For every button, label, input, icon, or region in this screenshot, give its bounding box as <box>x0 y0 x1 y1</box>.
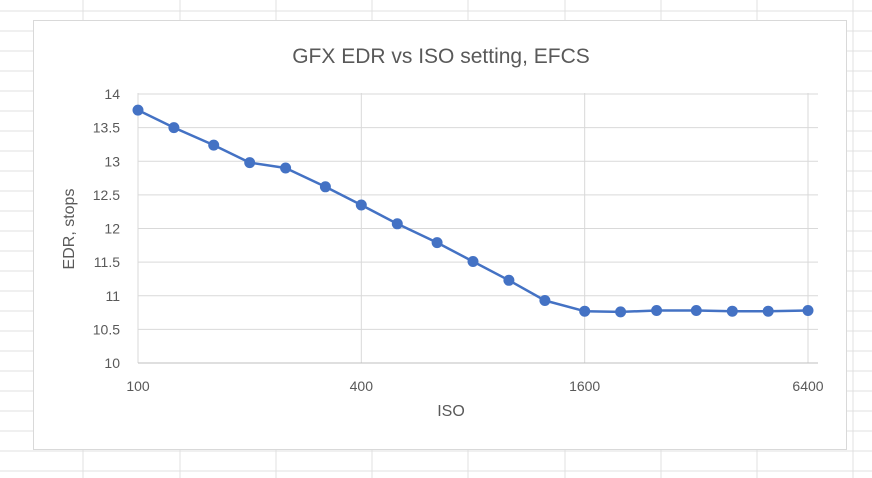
data-point[interactable] <box>168 122 180 134</box>
y-tick-label: 14 <box>104 86 120 102</box>
x-tick-label: 1600 <box>569 378 600 394</box>
data-point[interactable] <box>651 305 663 316</box>
data-point[interactable] <box>391 218 403 230</box>
data-point[interactable] <box>431 237 443 249</box>
gridlines <box>137 93 818 363</box>
chart-area[interactable]: 10 10.5 11 11.5 12 12.5 13 13.5 14 100 400 1600 6400… <box>33 20 847 450</box>
data-point[interactable] <box>319 181 331 193</box>
y-axis-title: EDR, stops <box>61 189 78 270</box>
data-point[interactable] <box>132 104 144 116</box>
y-tick-label: 11.5 <box>94 254 120 270</box>
x-axis-title: ISO <box>437 403 465 420</box>
series-line <box>137 108 809 314</box>
data-point[interactable] <box>579 305 591 317</box>
y-tick-label: 11 <box>105 288 120 304</box>
x-tick-label: 6400 <box>792 378 823 394</box>
x-tick-label: 400 <box>350 378 374 394</box>
data-point[interactable] <box>539 295 551 306</box>
x-tick-label: 100 <box>126 378 150 394</box>
y-tick-label: 10.5 <box>93 321 120 337</box>
data-point[interactable] <box>615 306 627 318</box>
y-tick-label: 13 <box>104 153 120 169</box>
y-tick-label: 12.5 <box>93 187 120 203</box>
data-point[interactable] <box>762 305 774 317</box>
data-point[interactable] <box>355 199 367 211</box>
chart-title: GFX EDR vs ISO setting, EFCS <box>292 45 590 68</box>
data-point[interactable] <box>726 305 738 317</box>
data-point[interactable] <box>208 139 220 151</box>
data-point[interactable] <box>244 157 256 169</box>
y-tick-label: 13.5 <box>93 120 120 136</box>
series-edr <box>132 104 814 318</box>
y-tick-label: 12 <box>104 221 120 237</box>
data-point[interactable] <box>280 162 292 174</box>
axes: 10 10.5 11 11.5 12 12.5 13 13.5 14 100 400 1600 6400 <box>93 86 824 394</box>
data-point[interactable] <box>467 256 479 267</box>
y-tick-label: 10 <box>104 355 120 371</box>
data-point[interactable] <box>503 274 515 286</box>
data-point[interactable] <box>802 305 814 316</box>
chart-canvas: 10 10.5 11 11.5 12 12.5 13 13.5 14 100 400 1600 6400… <box>61 45 824 420</box>
data-point[interactable] <box>690 305 702 316</box>
